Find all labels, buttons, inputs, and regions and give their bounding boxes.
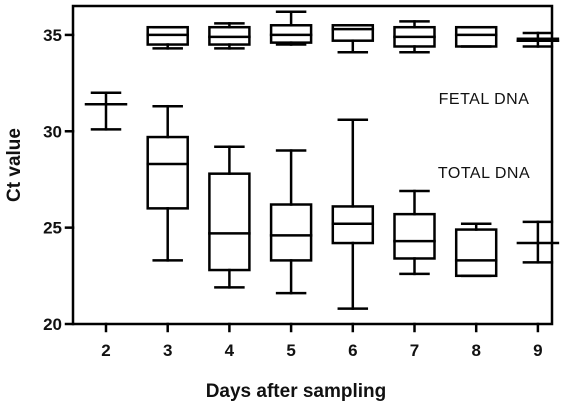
y-axis-title: Ct value	[4, 128, 25, 202]
x-axis-title: Days after sampling	[206, 381, 387, 402]
x-tick-label: 5	[286, 341, 295, 360]
y-tick-label: 35	[43, 26, 62, 45]
y-tick-label: 20	[43, 315, 62, 334]
box-iqr	[146, 135, 189, 210]
box-iqr	[269, 203, 313, 262]
x-tick-label: 8	[471, 341, 480, 360]
plot-area: 20 25 30 35 2 3 4 5 6 7 8 9 FETAL DNA TOTAL DNA	[43, 4, 560, 360]
annotation-label: FETAL DNA	[439, 91, 530, 108]
x-tick-label: 6	[348, 341, 357, 360]
plot-frame	[71, 4, 554, 326]
y-tick-label: 25	[43, 219, 62, 238]
y-tick-label: 30	[43, 122, 62, 141]
box-iqr	[208, 172, 251, 272]
x-tick-label: 2	[101, 341, 110, 360]
box-iqr	[454, 25, 498, 48]
x-tick-label: 9	[533, 341, 542, 360]
x-tick-label: 3	[163, 341, 172, 360]
x-tick-label: 4	[225, 341, 235, 360]
annotation-label: TOTAL DNA	[438, 165, 530, 182]
box-iqr	[393, 212, 436, 260]
box-iqr	[454, 228, 498, 278]
x-tick-label: 7	[410, 341, 419, 360]
box-iqr	[331, 24, 375, 42]
